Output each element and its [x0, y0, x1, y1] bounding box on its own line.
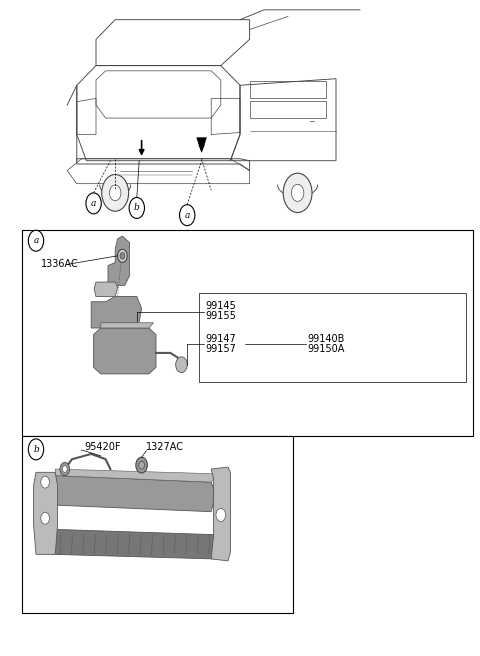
Polygon shape	[197, 138, 206, 152]
Text: 99140B: 99140B	[307, 334, 345, 344]
Polygon shape	[94, 282, 118, 297]
Circle shape	[41, 476, 49, 488]
Polygon shape	[34, 472, 58, 554]
Text: a: a	[33, 236, 39, 245]
Circle shape	[28, 439, 44, 460]
Bar	[22, 436, 293, 613]
Bar	[199, 293, 466, 382]
Circle shape	[129, 197, 144, 218]
Polygon shape	[94, 328, 156, 374]
Circle shape	[60, 462, 70, 476]
Text: 99150A: 99150A	[307, 344, 345, 354]
Circle shape	[176, 357, 187, 373]
Circle shape	[102, 174, 129, 211]
Polygon shape	[211, 467, 230, 561]
Text: b: b	[134, 203, 140, 213]
Circle shape	[86, 193, 101, 214]
Circle shape	[139, 461, 144, 469]
Polygon shape	[108, 236, 130, 285]
Polygon shape	[53, 476, 214, 512]
Text: 95420F: 95420F	[84, 442, 120, 453]
Polygon shape	[52, 529, 216, 559]
Text: 1336AC: 1336AC	[41, 259, 79, 270]
Text: 99147: 99147	[205, 334, 236, 344]
Polygon shape	[55, 469, 214, 482]
Circle shape	[41, 512, 49, 524]
Text: a: a	[184, 211, 190, 220]
Polygon shape	[91, 297, 142, 328]
Text: 99155: 99155	[205, 311, 236, 321]
Circle shape	[136, 457, 147, 473]
Text: 99157: 99157	[205, 344, 236, 354]
Circle shape	[180, 205, 195, 226]
Polygon shape	[101, 323, 154, 328]
Text: 99145: 99145	[205, 301, 236, 312]
Text: b: b	[33, 445, 39, 454]
Circle shape	[118, 249, 127, 262]
Circle shape	[216, 508, 226, 522]
Circle shape	[283, 173, 312, 213]
Text: a: a	[91, 199, 96, 208]
Circle shape	[28, 230, 44, 251]
Circle shape	[120, 253, 125, 259]
Circle shape	[109, 185, 121, 201]
Circle shape	[62, 466, 67, 472]
Circle shape	[291, 184, 304, 201]
Bar	[22, 230, 473, 436]
Text: 1327AC: 1327AC	[146, 442, 184, 453]
